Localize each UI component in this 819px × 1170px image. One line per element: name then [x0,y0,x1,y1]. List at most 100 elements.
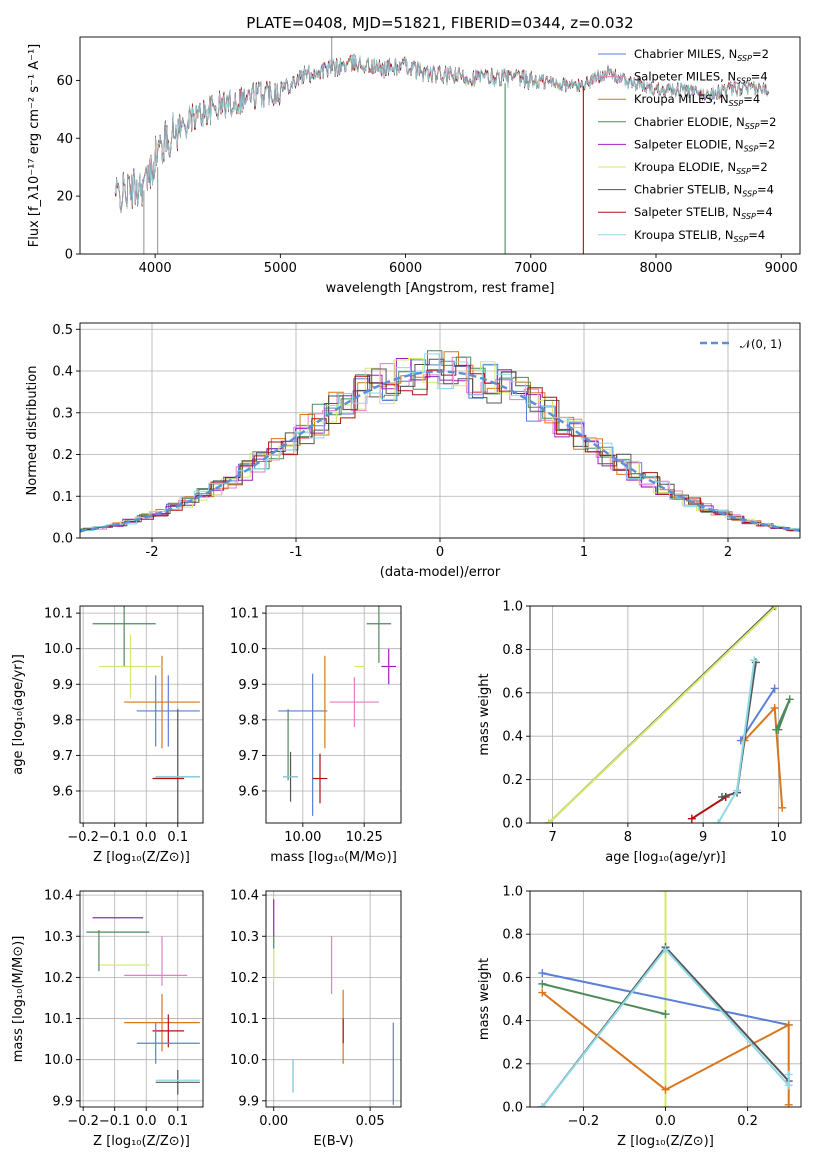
y-tick-label: 9.6 [52,784,73,799]
y-tick-label: 0.8 [502,643,523,658]
y-tick-label: 0.6 [502,686,523,701]
x-tick-label: −0.2 [67,1114,99,1129]
legend-label: 𝒩(0, 1) [740,337,782,351]
y-tick-label: 10.2 [230,971,259,986]
y-tick-label: 10.0 [230,642,259,657]
weight-marker [785,695,794,704]
weight-marker [538,969,547,978]
x-axis-label: Z [log₁₀(Z/Z⊙)] [93,850,190,865]
weight-marker [717,792,726,801]
weight-marker [770,703,779,712]
y-tick-label: 0.4 [52,365,73,380]
x-axis-label: Z [log₁₀(Z/Z⊙)] [617,1134,714,1149]
y-tick-label: 10.0 [44,642,73,657]
mass_weight_vs_Z-panel: −0.2 0.0 0.2 0.0 0.2 0.4 0.6 0.8 1.0 Z [log₁₀(Z/Z… [477,885,802,1149]
legend-label: Chabrier STELIB, NSSP=4 [634,183,774,199]
x-tick-label: 8 [624,830,632,845]
x-tick-label: 0.0 [136,830,157,845]
y-tick-label: 0.0 [502,1101,523,1116]
errorbar-group [92,606,200,823]
y-tick-label: 1.0 [502,600,523,615]
age_vs_Z-panel: −0.2 −0.1 0.0 0.1 9.6 9.7 9.8 9.9 10.0 10.1 Z [log… [11,605,204,865]
y-tick-label: 0.2 [502,773,523,788]
grid [80,891,203,1107]
x-tick-label: 4000 [139,261,172,276]
spectrum-lines [114,37,770,254]
y-tick-label: 9.9 [238,678,259,693]
legend-label-main: Kroupa MILES, N [634,92,729,106]
y-tick-label: 9.6 [238,784,259,799]
x-tick-label: 6000 [389,261,422,276]
y-tick-label: 0.2 [52,448,73,463]
legend-label: Chabrier ELODIE, NSSP=2 [634,115,776,131]
legend-label-main: Chabrier ELODIE, N [634,115,745,129]
y-tick-label: 10.4 [44,889,73,904]
legend-label-tail: =2 [758,137,775,151]
age_vs_mass-panel: 10.00 10.25 9.6 9.7 9.8 9.9 10.0 10.1 mass [log₁… [230,605,402,865]
weight-marker [733,786,742,795]
y-axis-label: Normed distribution [25,366,40,496]
y-axis-label: mass weight [477,958,492,1040]
weight-marker [772,606,781,610]
x-tick-label: 0.1 [167,1114,188,1129]
y-tick-label: 0.2 [502,1057,523,1072]
y-tick-label: 0.6 [502,971,523,986]
legend-label-tail: =4 [757,183,774,197]
y-tick-label: 0 [65,248,73,263]
x-tick-label: −0.2 [568,1114,600,1129]
y-tick-label: 10.1 [230,1012,259,1027]
y-tick-label: 10.3 [44,930,73,945]
legend-label-sub: SSP [744,144,759,153]
y-tick-label: 0.0 [52,532,73,547]
x-axis-label: Z [log₁₀(Z/Z⊙)] [93,1134,190,1149]
legend-label: Salpeter MILES, NSSP=4 [634,70,768,86]
legend-label: Kroupa ELODIE, NSSP=2 [634,160,768,176]
weight-line [548,606,777,823]
x-tick-label: −0.1 [99,830,131,845]
weight-line [691,796,727,820]
y-tick-label: 10.1 [230,607,259,622]
weight-marker [770,684,779,693]
grid [530,605,801,824]
legend-label-sub: SSP [734,235,749,244]
weight-line [541,947,790,1107]
weight-marker [687,814,696,823]
line-group [538,891,793,1107]
legend-label-tail: =4 [748,228,765,242]
legend-label-tail: =2 [752,47,769,61]
weight-line [743,705,784,808]
weight-marker [784,1020,793,1029]
legend-label-main: Kroupa ELODIE, N [634,160,736,174]
legend-label-sub: SSP [729,99,744,108]
grid [80,606,203,823]
x-tick-label: 9000 [765,261,798,276]
x-tick-label: 9 [699,830,707,845]
legend-label-sub: SSP [741,212,756,221]
x-tick-label: 0.2 [737,1114,758,1129]
legend-label-main: Salpeter STELIB, N [634,205,741,219]
legend-label-tail: =4 [751,70,768,84]
spectrum-series-line [114,55,769,213]
y-axis-label: age [log₁₀(age/yr)] [11,654,26,775]
y-axis-label: Flux [f_λ10⁻¹⁷ erg cm⁻² s⁻¹ A⁻¹] [27,44,42,248]
x-axis-label: age [log₁₀(age/yr)] [605,850,726,865]
y-tick-label: 0.0 [502,817,523,832]
spectrum-panel: 4000 5000 6000 7000 8000 9000 0 20 40 60 wavelengt… [27,14,801,296]
x-tick-label: −0.1 [99,1114,131,1129]
legend-label-main: Salpeter MILES, N [634,70,736,84]
x-tick-label: 1 [580,545,588,560]
y-tick-label: 9.9 [52,678,73,693]
grid [266,606,401,823]
x-tick-label: 0.1 [167,830,188,845]
legend-label: Kroupa MILES, NSSP=4 [634,92,760,108]
x-tick-label: 7 [548,830,556,845]
x-tick-label: 10.00 [284,830,321,845]
legend-label-sub: SSP [737,54,752,63]
y-tick-label: 10.1 [44,607,73,622]
legend-label-sub: SSP [745,122,760,131]
weight-marker [774,725,783,734]
legend-label-main: Chabrier MILES, N [634,47,737,61]
weight-marker [778,803,787,812]
